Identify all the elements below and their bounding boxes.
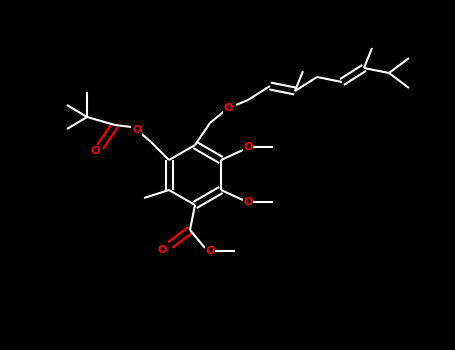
- Text: O: O: [223, 103, 233, 113]
- Text: O: O: [132, 125, 142, 135]
- Text: O: O: [243, 142, 253, 152]
- Text: O: O: [157, 245, 167, 255]
- Text: O: O: [205, 246, 215, 256]
- Text: O: O: [243, 197, 253, 207]
- Text: O: O: [91, 146, 100, 156]
